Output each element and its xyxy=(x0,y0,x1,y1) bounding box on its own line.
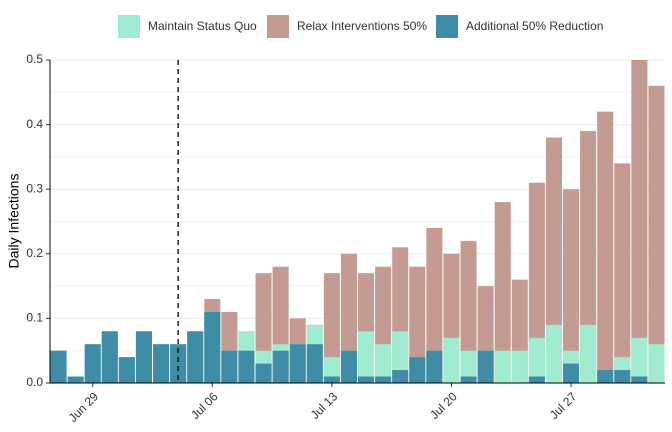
bar xyxy=(323,273,340,383)
bar xyxy=(563,363,580,383)
bar xyxy=(494,350,511,383)
x-tick-label: Jul 06 xyxy=(188,389,221,422)
bar xyxy=(238,350,255,383)
bar xyxy=(511,350,528,383)
bar xyxy=(187,331,204,383)
bar xyxy=(272,350,289,383)
bar xyxy=(460,376,477,383)
y-tick-label: 0.1 xyxy=(26,311,43,325)
bar xyxy=(631,376,648,383)
bar xyxy=(255,363,272,383)
bar xyxy=(631,60,648,383)
legend-label: Additional 50% Reduction xyxy=(466,19,603,33)
bar xyxy=(306,344,323,383)
bar xyxy=(597,370,614,383)
bar xyxy=(50,350,67,383)
bar xyxy=(614,163,631,383)
bar xyxy=(409,357,426,383)
bar xyxy=(648,85,665,383)
legend-swatch xyxy=(267,15,289,38)
bar xyxy=(118,357,135,383)
legend-label: Relax Interventions 50% xyxy=(297,19,427,33)
legend-swatch xyxy=(118,15,140,38)
bar xyxy=(631,337,648,383)
legend-label: Maintain Status Quo xyxy=(148,19,257,33)
bar xyxy=(545,324,562,383)
bar xyxy=(358,331,375,383)
bar xyxy=(204,311,221,383)
bar xyxy=(614,370,631,383)
bar xyxy=(545,137,562,383)
bar xyxy=(460,240,477,383)
bar xyxy=(580,324,597,383)
bar xyxy=(528,337,545,383)
bar xyxy=(323,376,340,383)
bar xyxy=(221,350,238,383)
bar xyxy=(289,344,306,383)
bar xyxy=(84,344,101,383)
bar xyxy=(375,376,392,383)
bar xyxy=(67,376,84,383)
legend-swatch xyxy=(436,15,458,38)
x-tick-label: Jul 13 xyxy=(308,389,341,422)
y-axis-label: Daily Infections xyxy=(6,174,22,269)
y-tick-label: 0.5 xyxy=(26,52,43,66)
bar xyxy=(460,350,477,383)
bar xyxy=(528,182,545,383)
x-tick-label: Jul 20 xyxy=(427,389,460,422)
bar xyxy=(494,202,511,383)
bar xyxy=(135,331,152,383)
bar xyxy=(443,337,460,383)
y-tick-label: 0.0 xyxy=(26,375,43,389)
bar xyxy=(528,376,545,383)
bar xyxy=(170,344,187,383)
bar xyxy=(597,111,614,384)
bar xyxy=(101,331,118,383)
y-tick-label: 0.2 xyxy=(26,246,43,260)
bar xyxy=(426,227,443,383)
y-tick-label: 0.3 xyxy=(26,181,43,195)
bar xyxy=(426,350,443,383)
bar xyxy=(477,350,494,383)
bar xyxy=(580,131,597,383)
bar xyxy=(409,266,426,383)
bar xyxy=(648,344,665,383)
bar xyxy=(358,376,375,383)
y-tick-label: 0.4 xyxy=(26,117,43,131)
bar xyxy=(375,344,392,383)
x-tick-label: Jun 29 xyxy=(66,389,102,425)
bar xyxy=(340,350,357,383)
bar xyxy=(392,370,409,383)
bar xyxy=(153,344,170,383)
bar xyxy=(563,189,580,383)
x-tick-label: Jul 27 xyxy=(547,389,580,422)
